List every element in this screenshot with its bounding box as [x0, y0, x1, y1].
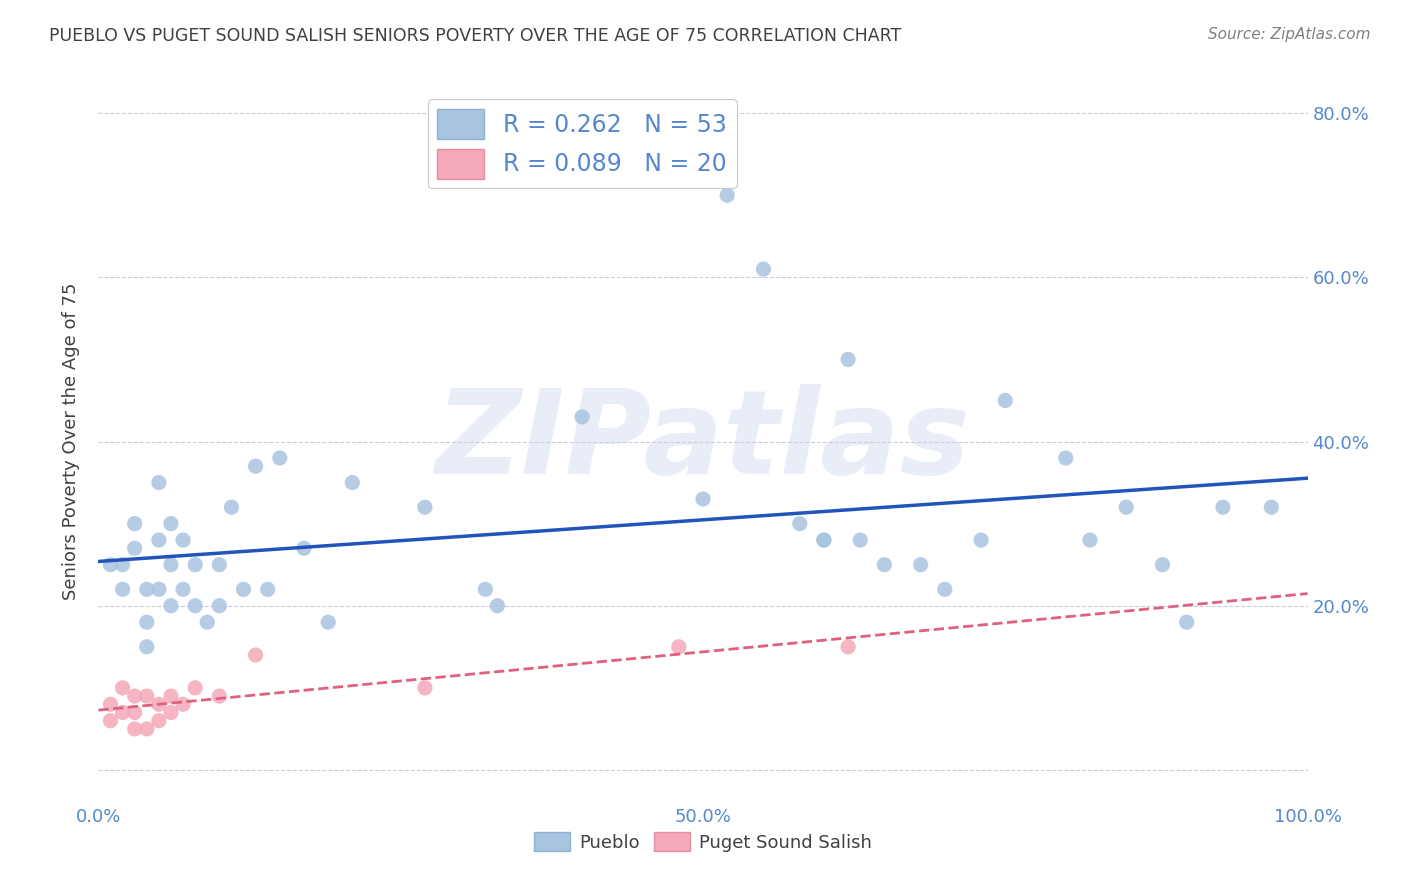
Point	[910, 558, 932, 572]
Point	[1078, 533, 1101, 547]
Point	[970, 533, 993, 547]
Point	[1115, 500, 1137, 515]
Point	[789, 516, 811, 531]
Point	[1054, 450, 1077, 465]
Point	[124, 541, 146, 556]
Point	[1175, 615, 1198, 630]
Point	[486, 599, 509, 613]
Point	[160, 516, 183, 531]
Point	[111, 582, 134, 597]
Point	[148, 475, 170, 490]
Point	[413, 500, 436, 515]
Point	[135, 640, 157, 654]
Point	[135, 582, 157, 597]
Point	[668, 640, 690, 654]
Point	[837, 640, 859, 654]
Point	[184, 599, 207, 613]
Point	[716, 188, 738, 202]
Point	[195, 615, 218, 630]
Point	[135, 689, 157, 703]
Point	[752, 262, 775, 277]
Point	[316, 615, 339, 630]
Point	[184, 681, 207, 695]
Point	[148, 714, 170, 728]
Point	[692, 491, 714, 506]
Point	[873, 558, 896, 572]
Point	[208, 558, 231, 572]
Point	[124, 722, 146, 736]
Point	[208, 689, 231, 703]
Text: Source: ZipAtlas.com: Source: ZipAtlas.com	[1208, 27, 1371, 42]
Point	[813, 533, 835, 547]
Point	[837, 352, 859, 367]
Point	[148, 698, 170, 712]
Point	[111, 558, 134, 572]
Point	[184, 558, 207, 572]
Point	[160, 558, 183, 572]
Point	[135, 722, 157, 736]
Point	[813, 533, 835, 547]
Text: PUEBLO VS PUGET SOUND SALISH SENIORS POVERTY OVER THE AGE OF 75 CORRELATION CHAR: PUEBLO VS PUGET SOUND SALISH SENIORS POV…	[49, 27, 901, 45]
Point	[342, 475, 364, 490]
Point	[100, 558, 122, 572]
Point	[221, 500, 243, 515]
Point	[1212, 500, 1234, 515]
Point	[1260, 500, 1282, 515]
Point	[160, 706, 183, 720]
Point	[172, 533, 194, 547]
Point	[100, 698, 122, 712]
Text: ZIPatlas: ZIPatlas	[436, 384, 970, 499]
Point	[232, 582, 254, 597]
Point	[245, 648, 267, 662]
Point	[208, 599, 231, 613]
Point	[160, 689, 183, 703]
Point	[111, 681, 134, 695]
Point	[172, 582, 194, 597]
Point	[100, 714, 122, 728]
Point	[994, 393, 1017, 408]
Point	[124, 516, 146, 531]
Point	[934, 582, 956, 597]
Point	[849, 533, 872, 547]
Point	[124, 706, 146, 720]
Point	[474, 582, 496, 597]
Point	[160, 599, 183, 613]
Point	[571, 409, 593, 424]
Point	[292, 541, 315, 556]
Point	[172, 698, 194, 712]
Point	[148, 582, 170, 597]
Point	[1152, 558, 1174, 572]
Point	[256, 582, 278, 597]
Point	[245, 459, 267, 474]
Point	[269, 450, 291, 465]
Point	[148, 533, 170, 547]
Point	[124, 689, 146, 703]
Y-axis label: Seniors Poverty Over the Age of 75: Seniors Poverty Over the Age of 75	[62, 283, 80, 600]
Legend: Pueblo, Puget Sound Salish: Pueblo, Puget Sound Salish	[527, 825, 879, 859]
Point	[413, 681, 436, 695]
Point	[135, 615, 157, 630]
Point	[111, 706, 134, 720]
